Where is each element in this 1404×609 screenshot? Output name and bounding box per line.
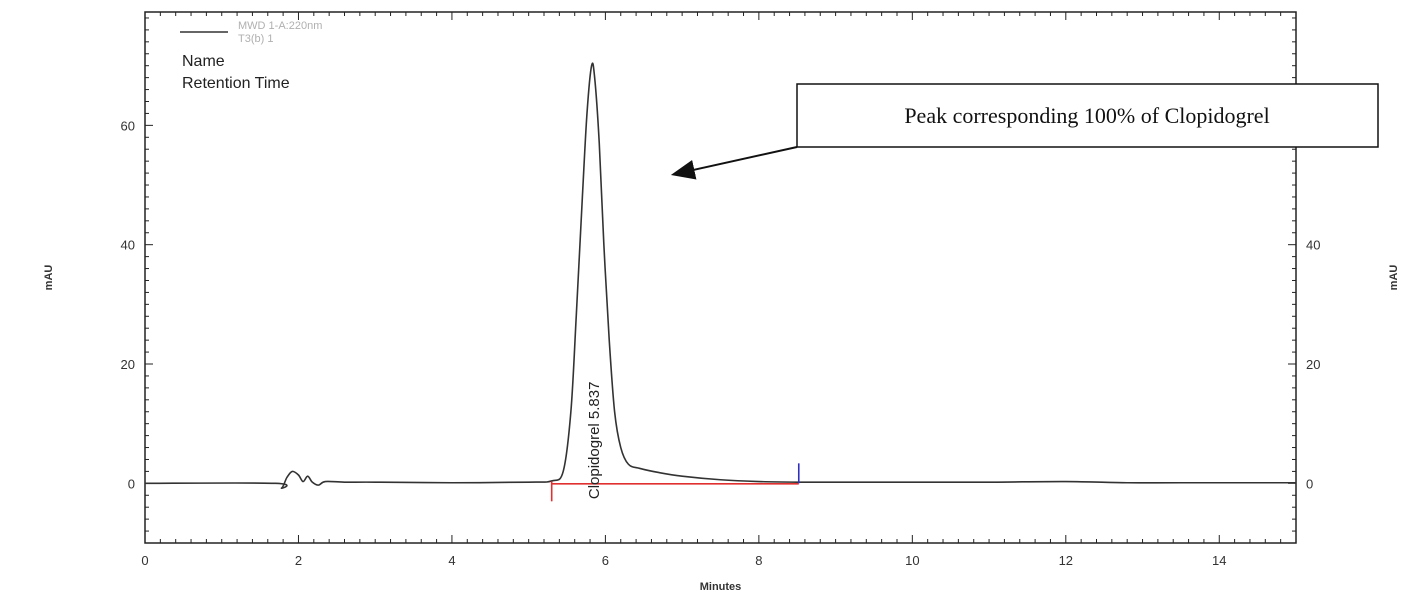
x-tick-label: 10 <box>905 553 919 568</box>
x-tick-label: 8 <box>755 553 762 568</box>
trace-line-mwd-220nm <box>144 62 1296 490</box>
y-axis-title-left: mAU <box>43 265 55 291</box>
plot-frame <box>144 11 1297 544</box>
callout-box <box>796 83 1379 148</box>
x-tick-label: 2 <box>295 553 302 568</box>
y-tick-label-left: 40 <box>121 238 135 253</box>
x-tick-label: 4 <box>448 553 455 568</box>
callout-arrow <box>670 146 798 180</box>
y-tick-label-right: 20 <box>1306 357 1320 372</box>
y-tick-label-left: 60 <box>121 118 135 133</box>
y-axis-title-right: mAU <box>1388 265 1400 291</box>
info-label: Name <box>182 53 225 70</box>
y-tick-label-left: 20 <box>121 357 135 372</box>
y-tick-label-right: 0 <box>1306 476 1313 491</box>
x-tick-label: 0 <box>141 553 148 568</box>
legend-entry: MWD 1-A:220nm <box>238 20 322 32</box>
y-tick-label-left: 0 <box>128 476 135 491</box>
x-tick-label: 14 <box>1212 553 1226 568</box>
y-tick-label-right: 40 <box>1306 238 1320 253</box>
peak-label: Clopidogrel 5.837 <box>586 382 603 500</box>
legend-entry: T3(b) 1 <box>238 33 273 45</box>
x-axis-title: Minutes <box>700 581 742 593</box>
info-label: Retention Time <box>182 75 290 92</box>
x-tick-label: 6 <box>602 553 609 568</box>
callout-text: Peak corresponding 100% of Clopidogrel <box>904 103 1269 128</box>
x-tick-label: 12 <box>1059 553 1073 568</box>
